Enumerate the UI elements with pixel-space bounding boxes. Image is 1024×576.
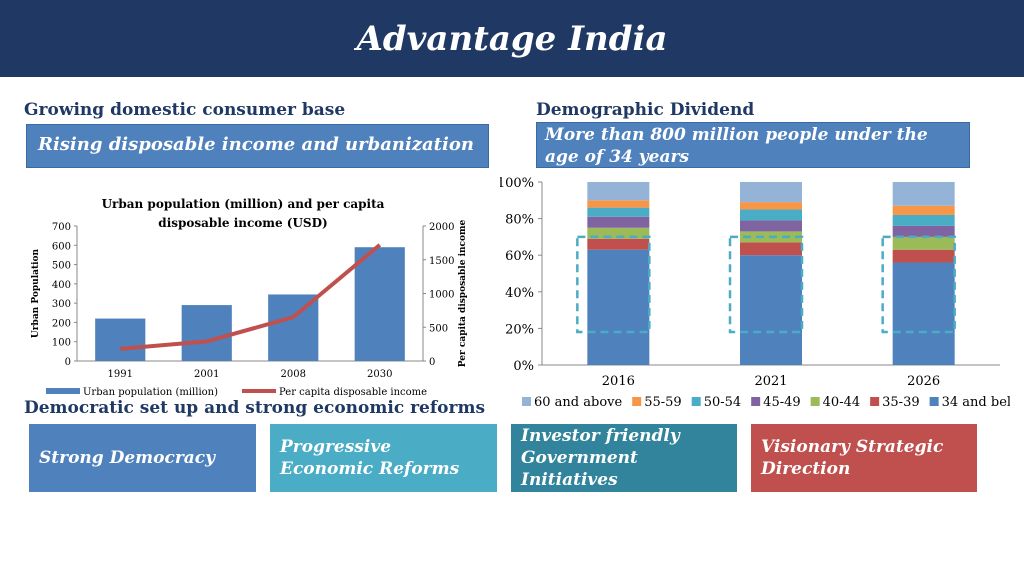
- legend-swatch: [522, 397, 531, 406]
- y-tick-label: 700: [52, 222, 71, 233]
- y-tick-label: 600: [52, 241, 71, 252]
- legend-label: 34 and below: [942, 395, 1010, 410]
- legend-label: 40-44: [823, 395, 860, 410]
- legend-label: 45-49: [763, 395, 800, 410]
- stack-segment: [740, 209, 802, 221]
- stack-segment: [587, 200, 650, 208]
- y-tick-label: 40%: [505, 286, 534, 301]
- legend-label: 50-54: [704, 395, 741, 410]
- stack-segment: [740, 255, 802, 365]
- y-axis-title: Urban Population: [31, 248, 41, 338]
- legend-label: 55-59: [644, 395, 681, 410]
- stack-segment: [892, 225, 955, 237]
- legend-label: 35-39: [882, 395, 919, 410]
- highlight-box: [576, 235, 651, 334]
- legend-swatch: [810, 397, 820, 406]
- legend-swatch: [751, 397, 761, 406]
- chart-title: Urban population (million) and per capit…: [102, 197, 385, 211]
- urban-population-bar: [181, 305, 232, 361]
- y-tick-label: 0%: [513, 359, 534, 374]
- y-tick-label: 100: [52, 338, 71, 349]
- y-tick-label: 60%: [505, 249, 534, 264]
- y-tick-label: 0: [65, 357, 71, 368]
- stack-segment: [587, 207, 650, 217]
- page-header: Advantage India: [0, 0, 1024, 77]
- stack-segment: [587, 238, 650, 250]
- y2-tick-label: 1500: [429, 256, 454, 267]
- x-tick-label: 2001: [194, 369, 219, 380]
- stack-segment: [587, 227, 650, 239]
- y2-tick-label: 2000: [429, 222, 454, 233]
- x-tick-label: 2030: [367, 369, 392, 380]
- stack-segment: [740, 202, 802, 210]
- y-tick-label: 100%: [500, 176, 534, 191]
- urban-income-chart: Urban population (million) and per capit…: [31, 197, 468, 398]
- y2-tick-label: 0: [429, 357, 435, 368]
- y-tick-label: 300: [52, 299, 71, 310]
- y2-axis-title: Per capita disposable income: [458, 219, 468, 367]
- income-line: [120, 243, 382, 351]
- card-investor-friendly: Investor friendly Government Initiatives: [511, 424, 737, 492]
- stack-segment: [892, 214, 955, 226]
- left-section-banner: Rising disposable income and urbanizatio…: [26, 124, 489, 168]
- stack-segment: [740, 182, 802, 203]
- legend-swatch: [929, 397, 939, 406]
- stack-segment: [892, 236, 955, 250]
- legend-label: 60 and above: [534, 395, 622, 410]
- y-tick-label: 20%: [505, 322, 534, 337]
- chart-title: disposable income (USD): [158, 216, 327, 230]
- urban-population-bar: [95, 318, 146, 361]
- x-tick-label: 2021: [754, 374, 787, 389]
- stack-segment: [587, 249, 650, 365]
- demographic-chart: 0% 20% 40% 60% 80% 100% 2016 2021 2026 60 and abo…: [500, 176, 1010, 410]
- stack-segment: [892, 205, 955, 215]
- y-tick-label: 400: [52, 280, 71, 291]
- right-section-banner: More than 800 million people under the a…: [536, 122, 970, 168]
- card-label: Strong Democracy: [39, 448, 216, 468]
- stack-segment: [587, 182, 650, 201]
- stack-segment: [892, 249, 955, 263]
- x-tick-label: 2008: [281, 369, 306, 380]
- legend-swatch: [632, 397, 642, 406]
- highlight-box: [728, 235, 804, 334]
- x-tick-label: 2026: [907, 374, 940, 389]
- legend-label: Per capita disposable income: [279, 387, 427, 398]
- card-visionary-direction: Visionary Strategic Direction: [751, 424, 977, 492]
- card-label: Investor friendly Government Initiatives: [521, 426, 680, 490]
- right-section-title: Demographic Dividend: [536, 100, 755, 120]
- stack-segment: [740, 242, 802, 256]
- legend-swatch-bar: [46, 388, 80, 394]
- bottom-section-title: Democratic set up and strong economic re…: [24, 398, 486, 418]
- stack-segment: [892, 182, 955, 206]
- x-tick-label: 2016: [602, 374, 635, 389]
- highlight-box: [881, 235, 956, 334]
- legend-label: Urban population (million): [83, 387, 218, 398]
- x-tick-label: 1991: [108, 369, 133, 380]
- card-strong-democracy: Strong Democracy: [29, 424, 256, 492]
- y2-tick-label: 500: [429, 323, 448, 334]
- card-progressive-reforms: Progressive Economic Reforms: [270, 424, 497, 492]
- card-label: Progressive Economic Reforms: [280, 437, 460, 479]
- card-label: Visionary Strategic Direction: [761, 437, 944, 479]
- y-tick-label: 500: [52, 261, 71, 272]
- y-tick-label: 80%: [505, 213, 534, 228]
- page-title: Advantage India: [356, 18, 668, 59]
- legend-swatch: [870, 397, 880, 406]
- y2-tick-label: 1000: [429, 290, 454, 301]
- stack-segment: [587, 216, 650, 228]
- stack-segment: [740, 220, 802, 232]
- legend-swatch: [691, 397, 701, 406]
- stack-segment: [892, 262, 955, 365]
- y-tick-label: 200: [52, 318, 71, 329]
- urban-population-bar: [354, 247, 405, 361]
- left-section-title: Growing domestic consumer base: [24, 100, 346, 120]
